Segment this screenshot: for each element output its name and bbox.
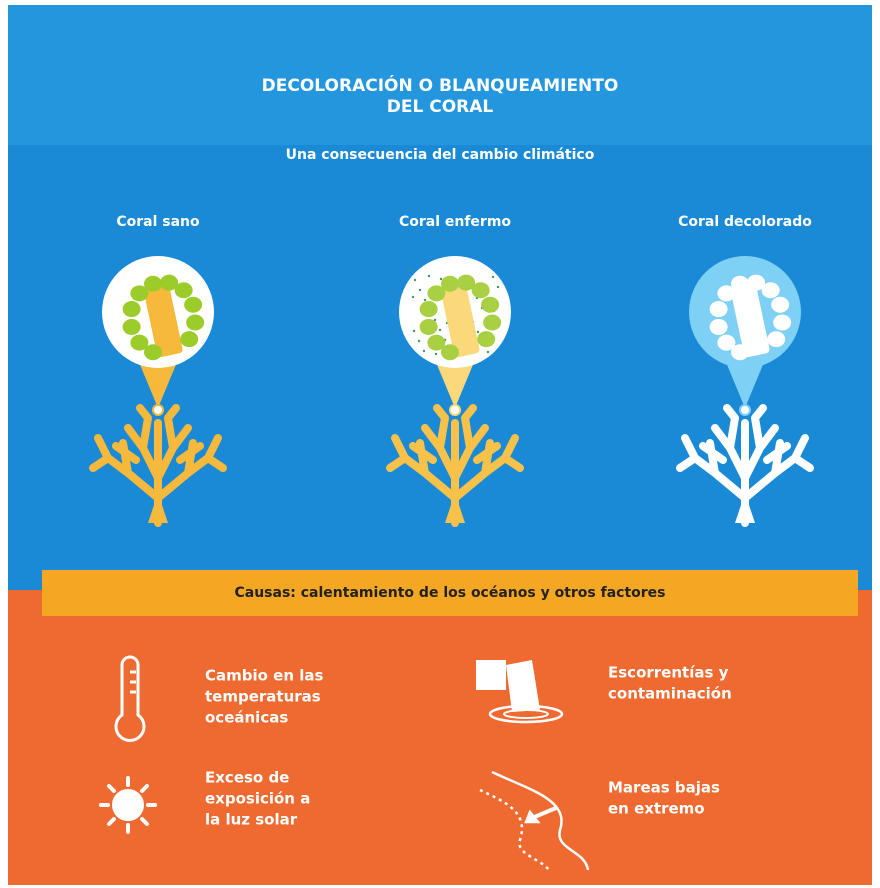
cell bbox=[186, 315, 204, 331]
speck bbox=[424, 299, 426, 301]
cause-label: Escorrentías y bbox=[608, 664, 729, 682]
speck bbox=[487, 351, 489, 353]
cell bbox=[767, 331, 785, 347]
title: DECOLORACIÓN O BLANQUEAMIENTO bbox=[262, 74, 619, 96]
stage-label: Coral enfermo bbox=[399, 214, 511, 230]
stage-label: Coral sano bbox=[116, 214, 200, 230]
cell bbox=[472, 282, 490, 298]
speck bbox=[419, 289, 421, 291]
cell bbox=[123, 301, 141, 317]
speck bbox=[477, 331, 479, 333]
cell bbox=[773, 315, 791, 331]
speck bbox=[428, 275, 430, 277]
pointer-dot bbox=[740, 405, 750, 415]
cell bbox=[441, 276, 459, 292]
speck bbox=[423, 350, 425, 352]
speck bbox=[418, 340, 420, 342]
cell bbox=[710, 319, 728, 335]
stage-label: Coral decolorado bbox=[678, 214, 812, 230]
cause-label: exposición a bbox=[205, 790, 310, 808]
cause-label: contaminación bbox=[608, 685, 732, 703]
cell bbox=[144, 276, 162, 292]
cell bbox=[762, 282, 780, 298]
speck bbox=[409, 269, 411, 271]
cell bbox=[483, 315, 501, 331]
speck bbox=[497, 286, 499, 288]
cell bbox=[717, 335, 735, 351]
cell bbox=[710, 301, 728, 317]
infographic: DECOLORACIÓN O BLANQUEAMIENTODEL CORAL Un… bbox=[0, 0, 880, 888]
subtitle: Una consecuencia del cambio climático bbox=[286, 147, 595, 163]
cell bbox=[175, 282, 193, 298]
speck bbox=[414, 279, 416, 281]
speck bbox=[439, 329, 441, 331]
cause-label: la luz solar bbox=[205, 811, 298, 829]
cell bbox=[477, 331, 495, 347]
cause-label: oceánicas bbox=[205, 709, 288, 727]
cell bbox=[771, 297, 789, 313]
cell bbox=[420, 319, 438, 335]
speck bbox=[492, 276, 494, 278]
cause-label: Exceso de bbox=[205, 769, 289, 787]
title: DEL CORAL bbox=[387, 97, 494, 117]
cause-label: Cambio en las bbox=[205, 667, 324, 685]
cell bbox=[427, 335, 445, 351]
speck bbox=[435, 353, 437, 355]
cell bbox=[123, 319, 141, 335]
cell bbox=[731, 276, 749, 292]
pointer-dot bbox=[153, 405, 163, 415]
speck bbox=[413, 330, 415, 332]
cell bbox=[130, 335, 148, 351]
header-band bbox=[8, 5, 872, 145]
sun-icon bbox=[101, 778, 155, 832]
speck bbox=[440, 278, 442, 280]
cell bbox=[184, 297, 202, 313]
cause-label: en extremo bbox=[608, 800, 705, 818]
cell bbox=[420, 301, 438, 317]
causes-title: Causas: calentamiento de los océanos y o… bbox=[234, 585, 665, 601]
cell bbox=[481, 297, 499, 313]
cell bbox=[180, 331, 198, 347]
cause-label: Mareas bajas bbox=[608, 779, 720, 797]
speck bbox=[412, 296, 414, 298]
pointer-dot bbox=[450, 405, 460, 415]
cause-label: temperaturas bbox=[205, 688, 321, 706]
